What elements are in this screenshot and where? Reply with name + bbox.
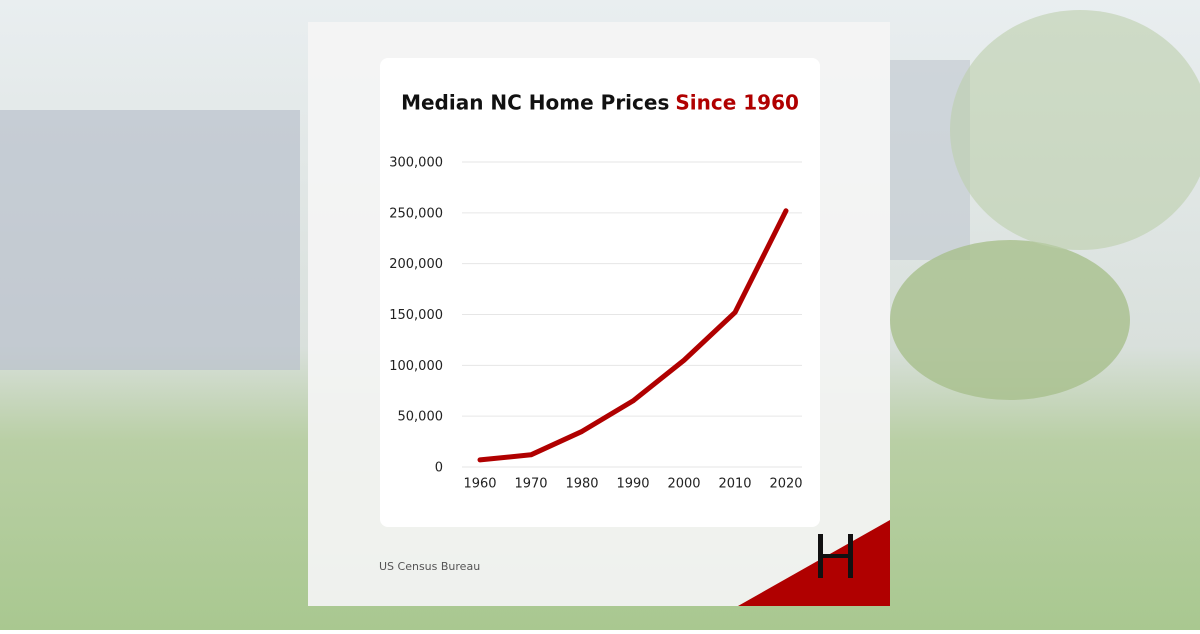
card (380, 58, 820, 527)
y-tick-label: 200,000 (389, 257, 443, 272)
y-tick-label: 50,000 (398, 410, 444, 425)
x-tick-label: 1990 (616, 477, 649, 492)
house-left (0, 110, 300, 370)
tree (950, 10, 1200, 250)
x-tick-label: 2000 (667, 477, 700, 492)
shrub (890, 240, 1130, 400)
price-line (477, 208, 789, 463)
chart-title-emphasis: Since 1960 (675, 91, 799, 115)
y-tick-label: 100,000 (389, 359, 443, 374)
chart-title: Median NC Home Prices (401, 91, 669, 115)
logo (818, 534, 853, 578)
x-tick-label: 1960 (463, 477, 496, 492)
x-tick-label: 1970 (514, 477, 547, 492)
y-tick-label: 250,000 (389, 206, 443, 221)
y-tick-label: 0 (435, 461, 443, 476)
x-tick-label: 2010 (718, 477, 751, 492)
x-tick-label: 1980 (565, 477, 598, 492)
y-tick-label: 300,000 (389, 156, 443, 171)
x-tick-label: 2020 (769, 477, 802, 492)
source: US Census Bureau (379, 560, 480, 573)
y-tick-label: 150,000 (389, 308, 443, 323)
